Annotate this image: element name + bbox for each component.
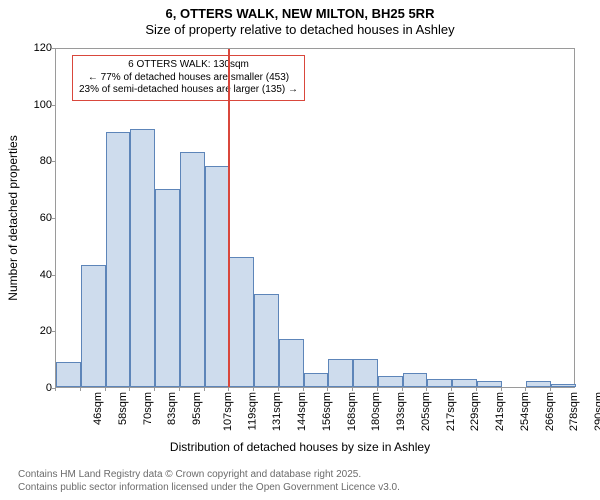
x-tick-mark bbox=[204, 387, 205, 391]
histogram-bar bbox=[56, 362, 81, 388]
x-tick-label: 290sqm bbox=[593, 392, 600, 431]
x-tick-label: 156sqm bbox=[321, 392, 333, 431]
x-tick-mark bbox=[476, 387, 477, 391]
x-tick-label: 144sqm bbox=[296, 392, 308, 431]
footer-line1: Contains HM Land Registry data © Crown c… bbox=[18, 469, 400, 482]
footer-line2: Contains public sector information licen… bbox=[18, 482, 400, 495]
x-tick-mark bbox=[426, 387, 427, 391]
x-axis-title: Distribution of detached houses by size … bbox=[0, 440, 600, 454]
y-tick-label: 80 bbox=[22, 155, 52, 167]
x-tick-label: 168sqm bbox=[346, 392, 358, 431]
x-tick-label: 131sqm bbox=[271, 392, 283, 431]
histogram-bar bbox=[304, 373, 329, 387]
x-tick-mark bbox=[352, 387, 353, 391]
x-tick-label: 95sqm bbox=[191, 392, 203, 425]
histogram-bar bbox=[452, 379, 477, 388]
annotation-line1: 6 OTTERS WALK: 130sqm bbox=[79, 59, 298, 72]
histogram-bar bbox=[254, 294, 279, 388]
histogram-bar bbox=[378, 376, 403, 387]
histogram-bar bbox=[229, 257, 254, 387]
x-tick-label: 278sqm bbox=[569, 392, 581, 431]
annotation-line2: ← 77% of detached houses are smaller (45… bbox=[79, 72, 298, 85]
chart-title-block: 6, OTTERS WALK, NEW MILTON, BH25 5RR Siz… bbox=[0, 0, 600, 39]
x-tick-mark bbox=[402, 387, 403, 391]
x-tick-mark bbox=[228, 387, 229, 391]
y-tick-label: 20 bbox=[22, 325, 52, 337]
x-tick-label: 83sqm bbox=[166, 392, 178, 425]
x-tick-label: 241sqm bbox=[494, 392, 506, 431]
x-tick-mark bbox=[451, 387, 452, 391]
x-tick-mark bbox=[55, 387, 56, 391]
y-tick-label: 0 bbox=[22, 382, 52, 394]
x-tick-label: 205sqm bbox=[420, 392, 432, 431]
annotation-line3: 23% of semi-detached houses are larger (… bbox=[79, 84, 298, 97]
histogram-bar bbox=[81, 265, 106, 387]
histogram-bar bbox=[328, 359, 353, 387]
histogram-bar bbox=[551, 384, 576, 387]
x-tick-mark bbox=[377, 387, 378, 391]
x-tick-label: 58sqm bbox=[117, 392, 129, 425]
y-tick-mark bbox=[51, 275, 55, 276]
x-tick-label: 119sqm bbox=[246, 392, 258, 430]
histogram-bar bbox=[427, 379, 452, 388]
y-tick-mark bbox=[51, 331, 55, 332]
x-tick-mark bbox=[278, 387, 279, 391]
histogram-bar bbox=[106, 132, 131, 387]
x-tick-label: 229sqm bbox=[470, 392, 482, 431]
histogram-bar bbox=[130, 129, 155, 387]
y-tick-label: 100 bbox=[22, 99, 52, 111]
x-tick-mark bbox=[327, 387, 328, 391]
x-tick-mark bbox=[105, 387, 106, 391]
x-tick-mark bbox=[179, 387, 180, 391]
title-line1: 6, OTTERS WALK, NEW MILTON, BH25 5RR bbox=[0, 6, 600, 22]
x-tick-label: 70sqm bbox=[142, 392, 154, 425]
x-tick-label: 46sqm bbox=[92, 392, 104, 425]
histogram-bar bbox=[155, 189, 180, 387]
x-tick-mark bbox=[525, 387, 526, 391]
x-tick-mark bbox=[501, 387, 502, 391]
histogram-bar bbox=[477, 381, 502, 387]
histogram-plot: 6 OTTERS WALK: 130sqm ← 77% of detached … bbox=[55, 48, 575, 388]
x-tick-label: 193sqm bbox=[395, 392, 407, 431]
y-tick-mark bbox=[51, 218, 55, 219]
y-tick-label: 60 bbox=[22, 212, 52, 224]
y-axis-title: Number of detached properties bbox=[6, 135, 20, 300]
y-tick-mark bbox=[51, 161, 55, 162]
y-tick-label: 40 bbox=[22, 269, 52, 281]
x-tick-mark bbox=[154, 387, 155, 391]
y-tick-mark bbox=[51, 48, 55, 49]
x-tick-label: 254sqm bbox=[519, 392, 531, 431]
histogram-bar bbox=[403, 373, 428, 387]
y-tick-label: 120 bbox=[22, 42, 52, 54]
reference-line bbox=[228, 49, 230, 387]
x-tick-label: 217sqm bbox=[445, 392, 457, 431]
histogram-bar bbox=[205, 166, 230, 387]
histogram-bar bbox=[526, 381, 551, 387]
histogram-bar bbox=[353, 359, 378, 387]
footer-attribution: Contains HM Land Registry data © Crown c… bbox=[18, 469, 400, 494]
x-tick-mark bbox=[550, 387, 551, 391]
x-tick-label: 266sqm bbox=[544, 392, 556, 431]
histogram-bar bbox=[180, 152, 205, 387]
x-tick-mark bbox=[303, 387, 304, 391]
y-tick-mark bbox=[51, 105, 55, 106]
x-tick-mark bbox=[253, 387, 254, 391]
x-tick-mark bbox=[129, 387, 130, 391]
histogram-bar bbox=[279, 339, 304, 387]
x-tick-label: 107sqm bbox=[222, 392, 234, 431]
title-line2: Size of property relative to detached ho… bbox=[0, 22, 600, 38]
x-tick-mark bbox=[80, 387, 81, 391]
x-tick-label: 180sqm bbox=[371, 392, 383, 431]
reference-annotation: 6 OTTERS WALK: 130sqm ← 77% of detached … bbox=[72, 55, 305, 101]
